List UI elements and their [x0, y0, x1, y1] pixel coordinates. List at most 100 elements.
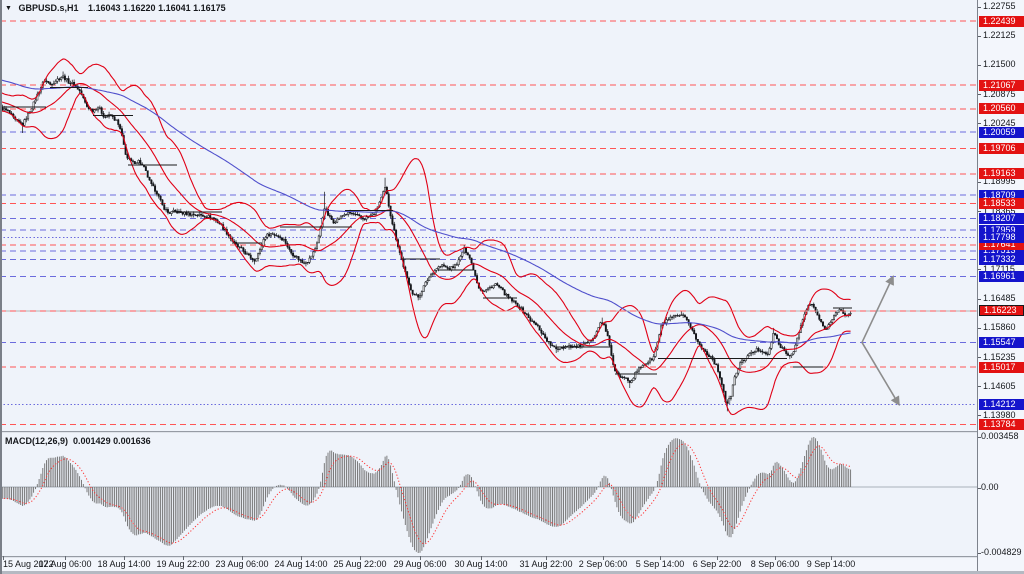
time-axis-label: 29 Aug 06:00 [393, 559, 447, 569]
price-tick-mark [978, 6, 981, 8]
price-tick-mark [978, 269, 981, 271]
window-bottom-edge [0, 571, 1024, 574]
time-axis-label: 9 Sep 14:00 [806, 559, 856, 569]
macd-tick-mark [978, 436, 981, 438]
level-price-badge: 1.17798 [979, 232, 1024, 244]
price-tick-mark [978, 64, 981, 66]
price-axis[interactable]: 0.003458 0.00 -0.004829 1.22755 1.22125 1.… [977, 0, 1024, 571]
price-tick-mark [978, 386, 981, 388]
price-tick-label: 1.22755 [983, 1, 1016, 11]
price-tick-mark [978, 415, 981, 417]
level-price-badge: 1.18709 [979, 189, 1024, 201]
time-tick-mark [360, 556, 361, 560]
level-price-badge: 1.15017 [979, 361, 1024, 373]
pane-separator[interactable] [0, 556, 1024, 558]
time-tick-mark [717, 556, 718, 560]
macd-scale-max: 0.003458 [981, 431, 1019, 441]
price-tick-mark [978, 327, 981, 329]
level-price-badge: 1.14212 [979, 399, 1024, 411]
level-price-badge: 1.20560 [979, 103, 1024, 115]
forecast-arrow-down[interactable] [861, 342, 900, 407]
price-tick-label: 1.13980 [983, 409, 1016, 420]
time-axis-label: 15 Aug 2022 [3, 559, 54, 569]
level-price-badge: 1.18533 [979, 197, 1024, 209]
price-tick-label: 1.22125 [983, 30, 1016, 41]
macd-signal-line [0, 443, 851, 545]
macd-tick-mark [978, 552, 981, 554]
time-axis-label: 19 Aug 22:00 [156, 559, 210, 569]
price-tick-label: 1.20875 [983, 88, 1016, 99]
time-axis-label: 23 Aug 06:00 [215, 559, 269, 569]
time-tick-mark [301, 556, 302, 560]
macd-histogram [0, 437, 852, 553]
macd-values: 0.001429 0.001636 [73, 436, 151, 446]
price-chart-pane[interactable] [0, 0, 977, 431]
bollinger-middle-band [0, 83, 851, 373]
time-axis[interactable]: 15 Aug 2022 17 Aug 06:00 18 Aug 14:00 19 Au… [0, 556, 1024, 571]
time-axis-label: 5 Sep 14:00 [635, 559, 685, 569]
level-price-badge: 1.18207 [979, 212, 1024, 224]
time-tick-mark [660, 556, 661, 560]
macd-indicator-pane[interactable] [0, 433, 977, 556]
price-tick-label: 1.15235 [983, 351, 1016, 362]
level-price-badge: 1.17332 [979, 253, 1024, 265]
price-tick-label: 1.20245 [983, 117, 1016, 128]
forecast-arrow-up[interactable] [861, 275, 894, 343]
time-tick-mark [420, 556, 421, 560]
time-tick-mark [65, 556, 66, 560]
time-axis-label: 30 Aug 14:00 [454, 559, 508, 569]
price-tick-mark [978, 94, 981, 96]
time-tick-mark [831, 556, 832, 560]
price-tick-label: 1.21500 [983, 59, 1016, 70]
macd-tick-mark [978, 487, 981, 489]
chart-symbol-timeframe: GBPUSD.s,H1 [18, 3, 79, 13]
bollinger-lower-band [0, 92, 851, 416]
macd-scale-min: -0.004829 [981, 547, 1022, 557]
time-tick-mark [481, 556, 482, 560]
time-axis-label: 24 Aug 14:00 [274, 559, 328, 569]
price-chart-canvas[interactable] [0, 0, 977, 431]
time-axis-label: 17 Aug 06:00 [38, 559, 92, 569]
chart-ohlc-values: 1.16043 1.16220 1.16041 1.16175 [88, 3, 226, 13]
level-price-badge: 1.15547 [979, 336, 1024, 348]
time-tick-mark [546, 556, 547, 560]
price-tick-mark [978, 35, 981, 37]
price-tick-mark [978, 211, 981, 213]
time-axis-label: 2 Sep 06:00 [578, 559, 628, 569]
time-tick-mark [242, 556, 243, 560]
price-tick-mark [978, 123, 981, 125]
level-price-badge: 1.20059 [979, 126, 1024, 138]
time-tick-mark [183, 556, 184, 560]
level-price-badge: 1.16961 [979, 271, 1024, 283]
current-price-badge: 1.16223 [979, 305, 1024, 317]
macd-name: MACD(12,26,9) [5, 436, 69, 446]
price-tick-label: 1.18995 [983, 176, 1016, 187]
price-tick-label: 1.17115 [983, 263, 1015, 274]
price-tick-label: 1.16485 [983, 293, 1016, 304]
time-tick-mark [3, 556, 4, 560]
level-price-badge: 1.13784 [979, 419, 1024, 431]
price-tick-label: 1.14605 [983, 380, 1016, 391]
level-price-badge: 1.19163 [979, 168, 1024, 180]
time-axis-label: 31 Aug 22:00 [519, 559, 573, 569]
time-axis-label: 25 Aug 22:00 [333, 559, 387, 569]
level-price-badge: 1.17641 [979, 239, 1024, 251]
price-tick-mark [978, 357, 981, 358]
moving-average-line [0, 79, 851, 344]
macd-canvas[interactable] [0, 433, 977, 556]
macd-indicator-label: MACD(12,26,9) 0.001429 0.001636 [5, 436, 151, 446]
time-axis-label: 18 Aug 14:00 [97, 559, 151, 569]
candles [0, 71, 852, 412]
bollinger-upper-band [0, 58, 851, 354]
level-price-badge: 1.17959 [979, 224, 1024, 236]
pane-separator[interactable] [0, 431, 1024, 433]
level-price-badge: 1.21067 [979, 79, 1024, 91]
time-axis-label: 8 Sep 06:00 [750, 559, 800, 569]
time-tick-mark [775, 556, 776, 560]
level-price-badge: 1.19706 [979, 143, 1024, 155]
chart-dropdown-icon[interactable]: ▼ [5, 5, 12, 12]
time-axis-label: 6 Sep 22:00 [692, 559, 742, 569]
price-tick-label: 1.18365 [983, 205, 1016, 216]
price-tick-label: 1.15860 [983, 322, 1016, 333]
time-tick-mark [603, 556, 604, 560]
